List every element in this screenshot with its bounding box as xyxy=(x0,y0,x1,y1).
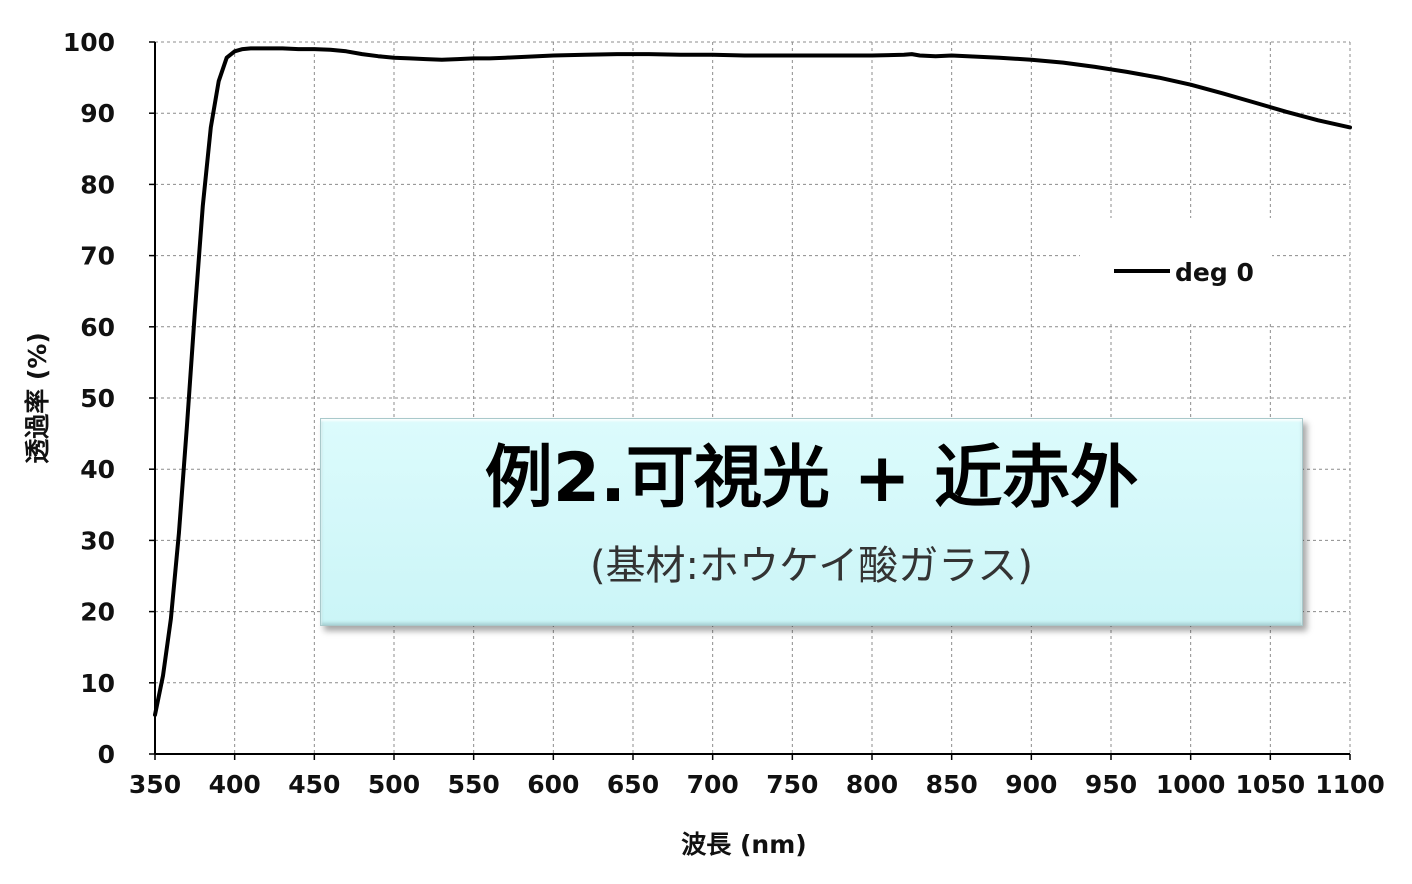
y-tick-label: 90 xyxy=(80,99,115,128)
x-tick-label: 800 xyxy=(846,770,898,799)
y-tick-label: 50 xyxy=(80,384,115,413)
x-tick-label: 1000 xyxy=(1156,770,1226,799)
x-axis-title: 波長 (nm) xyxy=(681,830,806,859)
legend: deg 0 xyxy=(1080,218,1272,324)
x-tick-label: 900 xyxy=(1005,770,1057,799)
x-tick-label: 950 xyxy=(1085,770,1137,799)
y-tick-label: 80 xyxy=(80,170,115,199)
y-tick-label: 20 xyxy=(80,598,115,627)
y-tick-label: 30 xyxy=(80,526,115,555)
y-tick-label: 10 xyxy=(80,669,115,698)
y-tick-label: 0 xyxy=(98,740,115,769)
series xyxy=(153,46,1352,717)
legend-label-deg0: deg 0 xyxy=(1175,258,1254,287)
x-tick-label: 750 xyxy=(766,770,818,799)
x-tick-label: 700 xyxy=(687,770,739,799)
x-tick-label: 400 xyxy=(209,770,261,799)
x-tick-label: 450 xyxy=(288,770,340,799)
grid xyxy=(155,41,1351,754)
x-tick-label: 1100 xyxy=(1315,770,1385,799)
y-tick-label: 60 xyxy=(80,313,115,342)
x-tick-label: 600 xyxy=(527,770,579,799)
series-line-deg0 xyxy=(153,46,1352,717)
legend-background xyxy=(1080,218,1272,324)
x-tick-label: 850 xyxy=(926,770,978,799)
annotation-box: 例2.可視光 + 近赤外 (基材:ホウケイ酸ガラス) xyxy=(320,418,1303,626)
x-tick-label: 650 xyxy=(607,770,659,799)
x-tick-label: 1050 xyxy=(1236,770,1306,799)
x-tick-label: 500 xyxy=(368,770,420,799)
axes xyxy=(149,41,1351,760)
y-axis-title: 透過率 (%) xyxy=(23,332,52,464)
y-tick-label: 40 xyxy=(80,455,115,484)
annotation-title: 例2.可視光 + 近赤外 xyxy=(484,439,1139,518)
x-tick-label: 350 xyxy=(129,770,181,799)
y-tick-label: 100 xyxy=(63,28,115,57)
annotation-subtitle: (基材:ホウケイ酸ガラス) xyxy=(589,543,1034,589)
tick-labels: 350 400 450 500 550 600 650 700 750 800 850 900 950 1… xyxy=(63,28,1385,799)
y-tick-label: 70 xyxy=(80,242,115,271)
x-tick-label: 550 xyxy=(448,770,500,799)
